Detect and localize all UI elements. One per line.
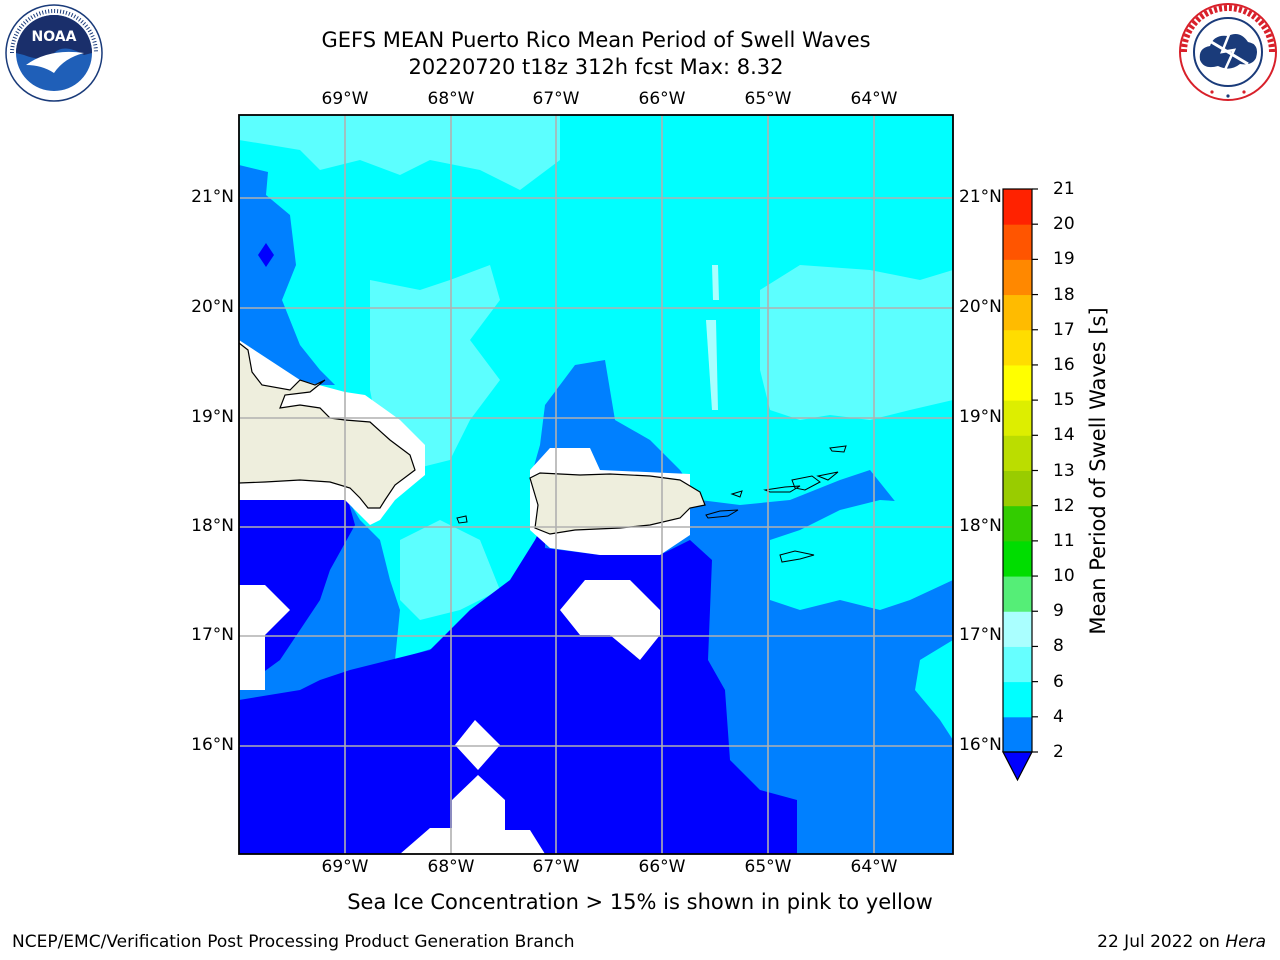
- lat-label-left: 16°N: [191, 735, 234, 755]
- colorbar-tick-label: 13: [1053, 460, 1075, 481]
- colorbar-under-triangle: [1002, 751, 1033, 782]
- lat-label-right: 19°N: [959, 407, 1002, 427]
- lat-label-right: 20°N: [959, 297, 1002, 317]
- colorbar-tick-label: 21: [1053, 179, 1075, 199]
- graticule: [239, 115, 953, 854]
- lat-label-right: 18°N: [959, 516, 1002, 536]
- contour-2-4-nw: [239, 165, 335, 385]
- colorbar-segment: [1003, 189, 1032, 225]
- colorbar-segment: [1003, 224, 1032, 260]
- mona-island: [456, 515, 468, 524]
- lon-label-top: 68°W: [427, 89, 475, 109]
- footer-date-text: 22 Jul 2022 on: [1097, 932, 1226, 952]
- colorbar-tick-label: 15: [1053, 390, 1075, 411]
- footer-branch: NCEP/EMC/Verification Post Processing Pr…: [12, 932, 575, 952]
- lat-label-right: 17°N: [959, 625, 1002, 645]
- culebra: [730, 490, 743, 498]
- lat-label-left: 18°N: [191, 516, 234, 536]
- colorbar-tick-label: 2: [1053, 742, 1064, 762]
- contour-below-2: [239, 500, 797, 854]
- lon-label-bottom: 64°W: [850, 857, 898, 877]
- lat-label-left: 20°N: [191, 297, 234, 317]
- colorbar-tick-label: 10: [1053, 566, 1075, 587]
- colorbar-label: Mean Period of Swell Waves [s]: [1086, 307, 1110, 635]
- colorbar-segment: [1003, 400, 1032, 436]
- colorbar-segment: [1003, 505, 1032, 542]
- st-croix: [779, 550, 815, 563]
- svg-text:NOAA: NOAA: [32, 29, 77, 45]
- colorbar-tick-label: 16: [1053, 354, 1075, 375]
- colorbar-segment: [1003, 435, 1032, 471]
- colorbar-tick-label: 11: [1053, 530, 1075, 551]
- colorbar-segment: [1003, 611, 1032, 647]
- noaa-logo: NOAA: [5, 4, 103, 102]
- sea-ice-caption: Sea Ice Concentration > 15% is shown in …: [347, 890, 933, 914]
- lon-label-bottom: 68°W: [427, 857, 475, 877]
- map-subtitle: 20220720 t18z 312h fcst Max: 8.32: [408, 55, 784, 79]
- lon-label-top: 66°W: [638, 89, 686, 109]
- colorbar-tick-label: 17: [1053, 319, 1075, 340]
- colorbar-tick-label: 18: [1053, 284, 1075, 305]
- colorbar-segment: [1003, 576, 1032, 612]
- colorbar-segment: [1003, 364, 1032, 401]
- lat-label-left: 21°N: [191, 187, 234, 207]
- contour-6-8-south: [400, 520, 500, 620]
- lon-label-top: 67°W: [532, 89, 580, 109]
- lon-label-top: 65°W: [744, 89, 792, 109]
- contour-below-2-nw: [258, 243, 274, 267]
- colorbar-segment: [1003, 470, 1032, 507]
- lon-label-top: 64°W: [850, 89, 898, 109]
- footer-date: 22 Jul 2022 on Hera: [1097, 932, 1266, 952]
- hispaniola-landmass: [239, 342, 416, 509]
- lat-label-left: 17°N: [191, 625, 234, 645]
- colorbar-segment: [1003, 646, 1032, 683]
- nws-logo: [1179, 3, 1277, 101]
- contour-6-8-east: [760, 265, 953, 420]
- contour-8-9-b: [712, 265, 719, 300]
- contour-6-8-north: [239, 115, 560, 190]
- no-data-south-b: [400, 775, 545, 854]
- no-data-west: [239, 585, 290, 690]
- lon-label-top: 69°W: [321, 89, 369, 109]
- no-data-south-a: [455, 720, 500, 770]
- lat-label-right: 16°N: [959, 735, 1002, 755]
- colorbar-tick-label: 14: [1053, 425, 1075, 446]
- lat-label-left: 19°N: [191, 407, 234, 427]
- footer-host: Hera: [1225, 932, 1266, 952]
- lon-label-bottom: 69°W: [321, 857, 369, 877]
- vieques: [705, 509, 739, 519]
- colorbar-tick-label: 20: [1053, 214, 1075, 235]
- no-data-south-pr: [560, 580, 660, 660]
- contour-4-6-southeast-b: [915, 640, 953, 740]
- lon-label-bottom: 66°W: [638, 857, 686, 877]
- colorbar-segment: [1003, 259, 1032, 296]
- colorbar-segment: [1003, 681, 1032, 718]
- lon-label-bottom: 67°W: [532, 857, 580, 877]
- colorbar-tick-label: 19: [1053, 249, 1075, 270]
- colorbar-segment: [1003, 540, 1032, 577]
- colorbar-tick-label: 9: [1053, 601, 1064, 622]
- virgin-islands: [763, 445, 847, 493]
- contour-8-9: [706, 320, 718, 410]
- colorbar-tick-label: 4: [1053, 706, 1064, 727]
- map-frame: [238, 114, 954, 855]
- colorbar-segment: [1003, 329, 1032, 366]
- lon-label-bottom: 65°W: [744, 857, 792, 877]
- colorbar-tick-label: 6: [1053, 671, 1064, 692]
- colorbar-tick-label: 12: [1053, 495, 1075, 516]
- colorbar-segment: [1003, 294, 1032, 331]
- lat-label-right: 21°N: [959, 187, 1002, 207]
- map-title: GEFS MEAN Puerto Rico Mean Period of Swe…: [321, 28, 871, 52]
- colorbar-segment: [1003, 716, 1032, 753]
- colorbar-tick-label: 8: [1053, 636, 1064, 657]
